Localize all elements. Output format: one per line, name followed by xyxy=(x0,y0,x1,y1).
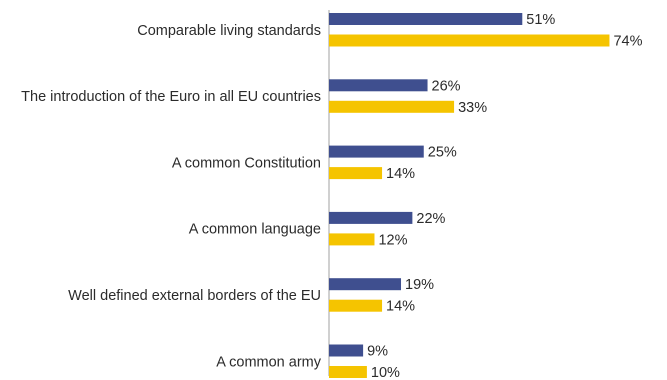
data-label: 12% xyxy=(378,232,407,248)
data-label: 14% xyxy=(386,166,415,182)
data-label: 22% xyxy=(416,211,445,227)
bar xyxy=(329,100,455,113)
data-label: 25% xyxy=(428,145,457,161)
bar xyxy=(329,366,367,378)
category-label: Well defined external borders of the EU xyxy=(68,288,321,304)
bar xyxy=(329,145,424,158)
category-label: The introduction of the Euro in all EU c… xyxy=(21,89,321,105)
category-group: A common army 9% 10% xyxy=(216,344,400,380)
category-label: A common army xyxy=(216,354,321,370)
category-group: Comparable living standards 51% 74% xyxy=(137,12,642,50)
bar xyxy=(329,299,383,312)
bar xyxy=(329,211,413,224)
category-group: A common Constitution 25% 14% xyxy=(172,145,457,183)
data-label: 51% xyxy=(526,12,555,28)
data-label: 9% xyxy=(367,344,388,360)
data-label: 33% xyxy=(458,100,487,116)
data-label: 10% xyxy=(371,365,400,380)
category-group: A common language 22% 12% xyxy=(189,211,446,249)
category-group: Well defined external borders of the EU 1… xyxy=(68,277,434,315)
category-label: A common Constitution xyxy=(172,155,321,171)
bar xyxy=(329,344,364,357)
bar xyxy=(329,79,428,92)
category-group: The introduction of the Euro in all EU c… xyxy=(21,78,487,116)
bar xyxy=(329,233,375,246)
bar xyxy=(329,278,402,291)
category-label: A common language xyxy=(189,222,321,238)
data-label: 74% xyxy=(613,34,642,50)
chart-rows: Comparable living standards 51% 74% The int… xyxy=(21,12,642,380)
bar xyxy=(329,13,523,25)
bar xyxy=(329,167,383,180)
data-label: 19% xyxy=(405,277,434,293)
data-label: 26% xyxy=(432,78,461,94)
bar xyxy=(329,34,610,47)
category-label: Comparable living standards xyxy=(137,23,321,39)
data-label: 14% xyxy=(386,299,415,315)
